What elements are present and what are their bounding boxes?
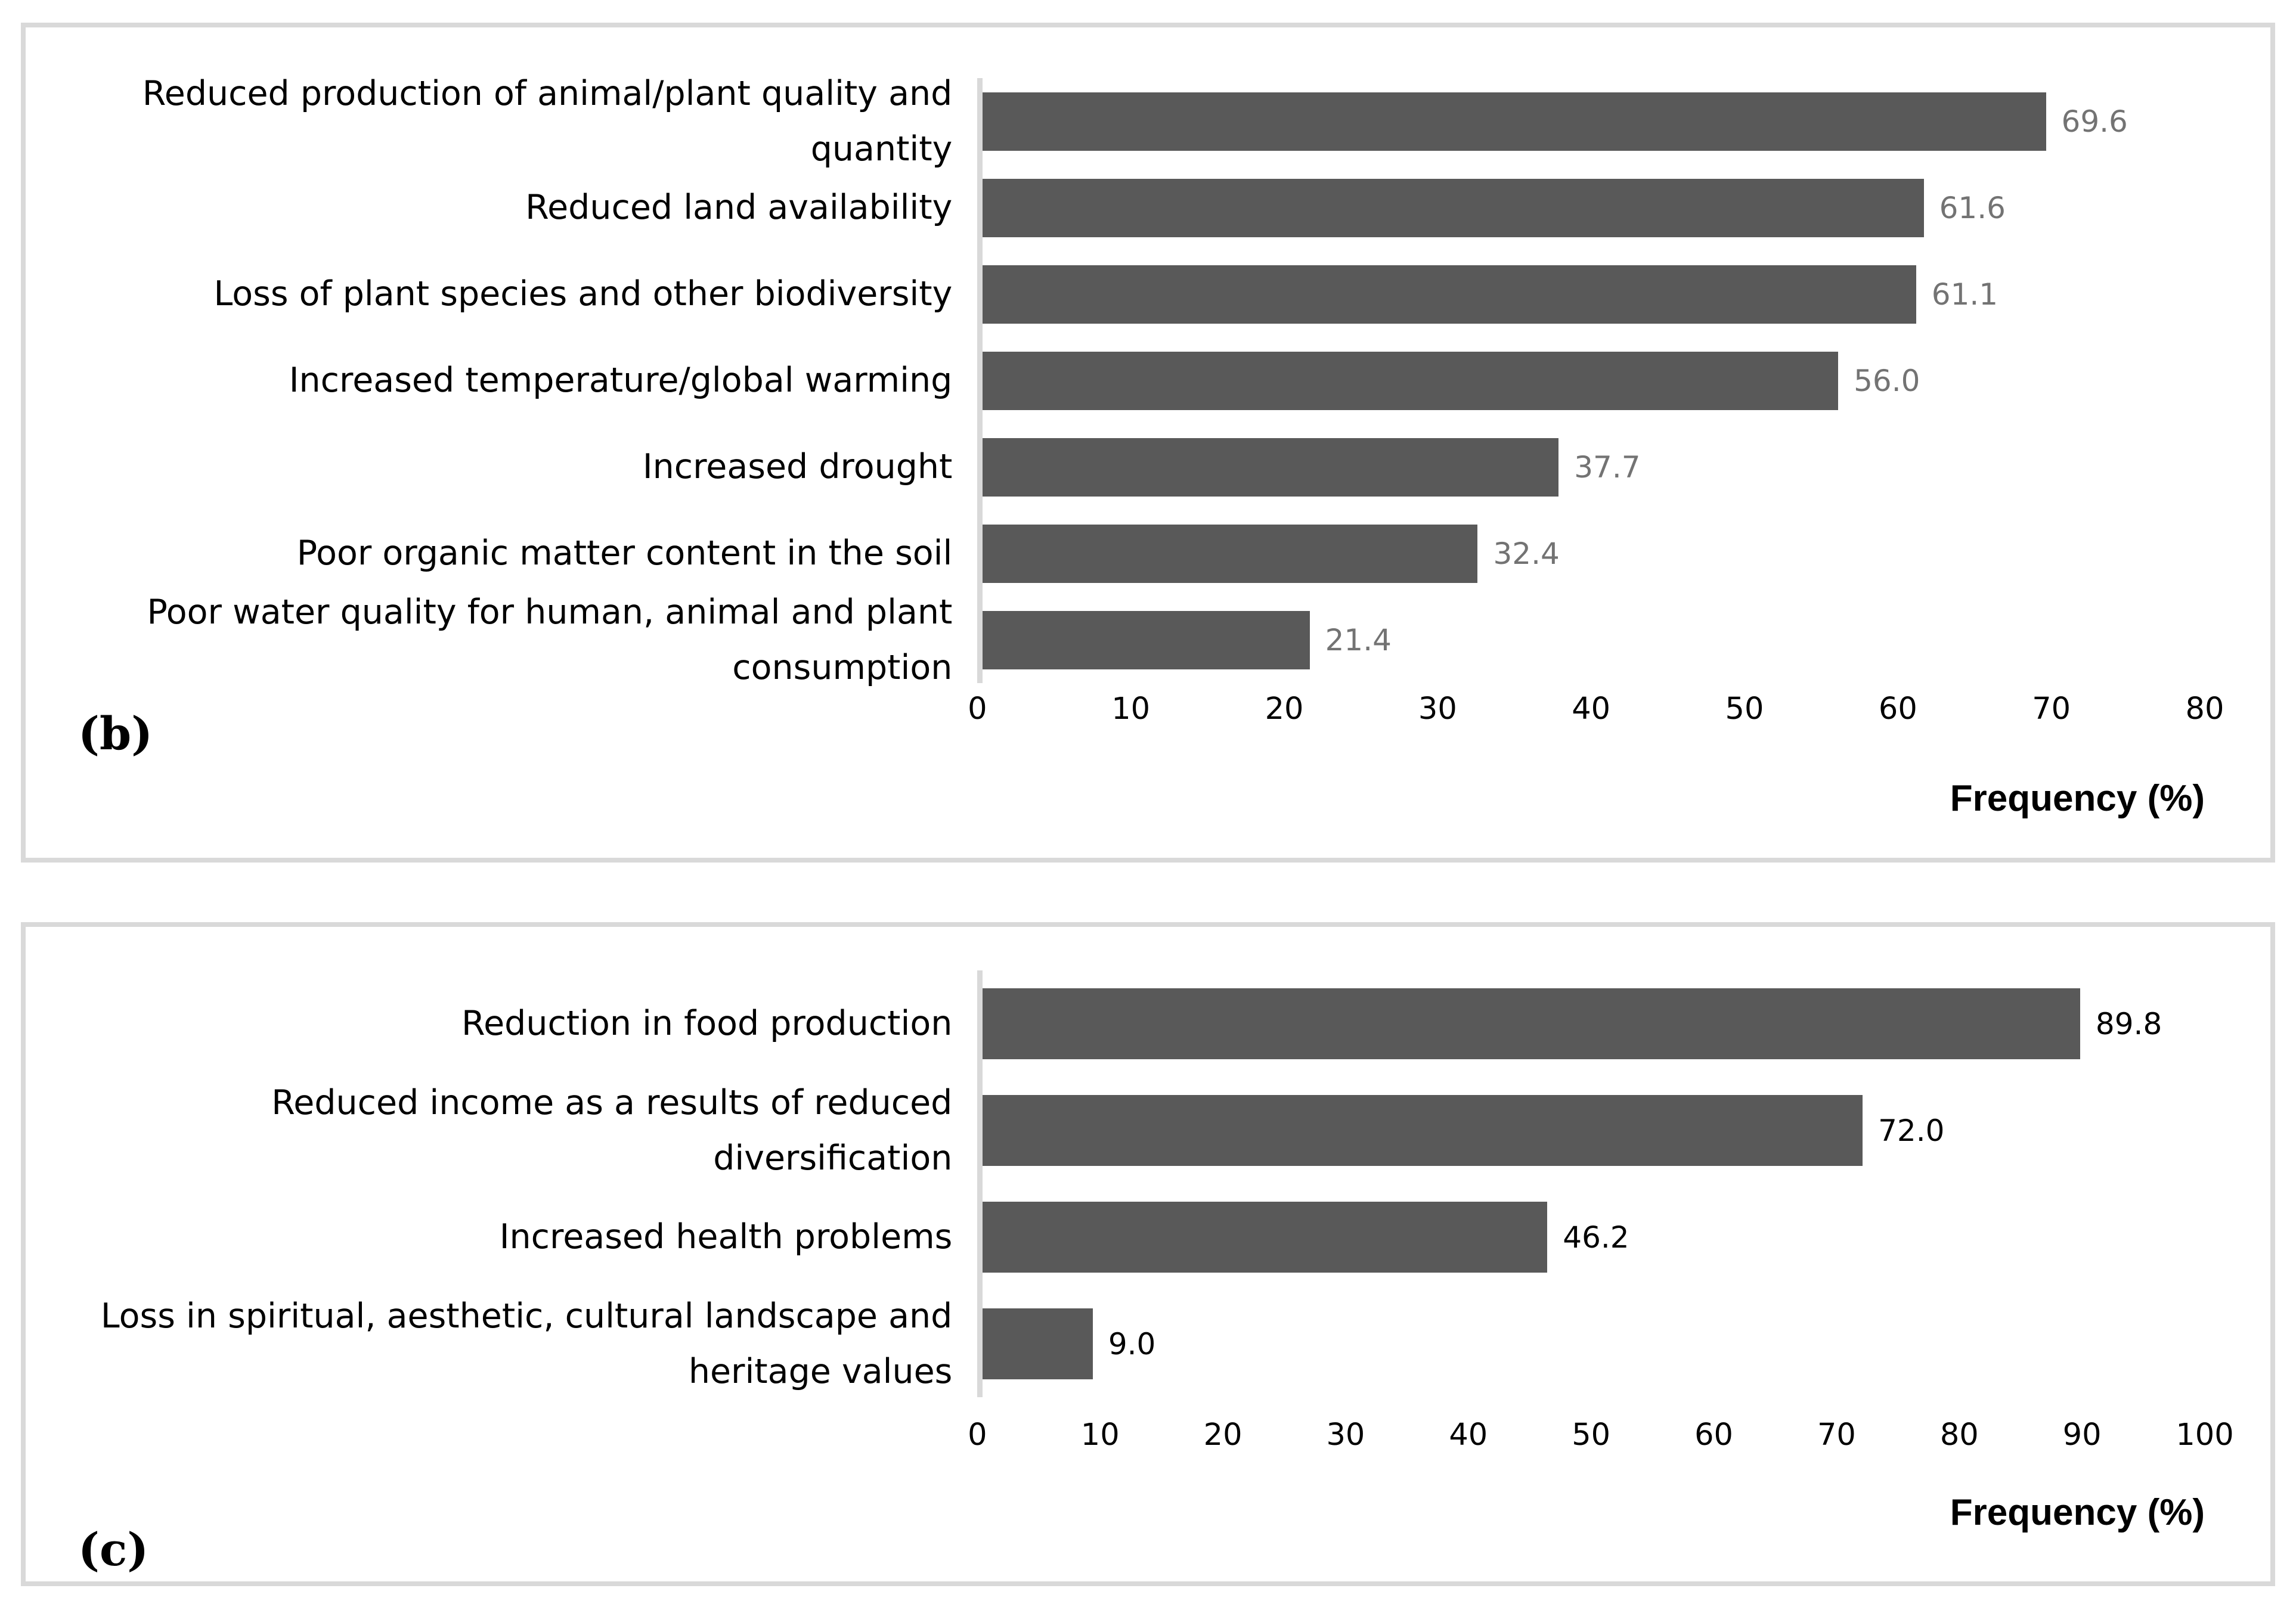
category-label: Increased drought [642,447,953,487]
bar-track: 56.0 [977,337,2205,424]
x-tick-label: 70 [1817,1417,1856,1453]
x-tick-label: 10 [1080,1417,1120,1453]
category-label: Poor organic matter content in the soil [296,533,953,573]
x-axis-title: Frequency (%) [1950,778,2205,819]
x-tick-label: 40 [1572,691,1611,727]
value-label: 9.0 [1108,1326,1156,1361]
bar [983,1202,1548,1273]
x-tick-label: 30 [1418,691,1457,727]
value-label: 32.4 [1493,536,1560,571]
x-axis-ticks-c: 0 10 20 30 40 50 60 70 80 90 100 [968,1417,2234,1457]
value-label: 61.6 [1939,190,2006,225]
footer-c: Frequency (%) [26,1491,2270,1534]
panel-label-c: (c) [78,1523,149,1576]
value-label: 69.6 [2061,104,2128,139]
x-tick-label: 100 [2176,1417,2234,1453]
bar-track: 21.4 [977,597,2205,683]
category-label: Loss of plant species and other biodiver… [213,274,953,314]
bar-track: 89.8 [977,970,2205,1077]
x-tick-label: 20 [1203,1417,1242,1453]
bar-row: Poor organic matter content in the soil 3… [26,510,2270,597]
bar [983,1095,1863,1166]
bar-track: 69.6 [977,78,2205,165]
bar [983,178,1924,237]
value-label: 46.2 [1563,1220,1629,1255]
x-tick-label: 60 [1878,691,1917,727]
bars-area-b: Reduced production of animal/plant quali… [26,74,2270,687]
bar-row: Loss in spiritual, aesthetic, cultural l… [26,1291,2270,1397]
bar-row: Reduction in food production 89.8 [26,970,2270,1077]
bars-area-c: Reduction in food production 89.8 Reduced … [26,970,2270,1397]
value-label: 21.4 [1325,622,1392,657]
x-tick-label: 60 [1694,1417,1733,1453]
bar-track: 61.1 [977,251,2205,337]
bar-row: Reduced land availability 61.6 [26,165,2270,251]
x-axis-ticks-b: 0 10 20 30 40 50 60 70 80 [968,691,2224,731]
bar-row: Reduced income as a results of reduced d… [26,1077,2270,1184]
bar-row: Increased drought 37.7 [26,424,2270,510]
x-axis-ticks-row-c: 0 10 20 30 40 50 60 70 80 90 100 [26,1417,2270,1457]
category-label: Increased health problems [499,1217,953,1257]
x-tick-label: 80 [2185,691,2224,727]
bar [983,524,1478,583]
bar-track: 46.2 [977,1184,2205,1291]
bar-row: Loss of plant species and other biodiver… [26,251,2270,337]
x-tick-label: 40 [1449,1417,1488,1453]
category-label: Reduction in food production [461,1004,953,1044]
bar-track: 72.0 [977,1077,2205,1184]
category-label: Reduced income as a results of reduced d… [271,1083,953,1178]
panel-b: Reduced production of animal/plant quali… [21,23,2275,863]
category-label: Reduced land availability [525,188,953,228]
bar-track: 9.0 [977,1291,2205,1397]
category-label: Loss in spiritual, aesthetic, cultural l… [100,1296,953,1391]
bar [983,438,1559,497]
bar [983,92,2046,151]
bar [983,1308,1093,1379]
bar [983,265,1916,324]
bar-row: Increased health problems 46.2 [26,1184,2270,1291]
value-label: 72.0 [1878,1113,1945,1148]
x-tick-label: 0 [968,691,987,727]
bar [983,351,1839,410]
x-tick-label: 50 [1572,1417,1611,1453]
panel-label-b: (b) [78,707,153,760]
bar [983,610,1310,669]
bar-row: Poor water quality for human, animal and… [26,592,2270,687]
x-tick-label: 30 [1326,1417,1365,1453]
x-tick-label: 20 [1265,691,1304,727]
x-tick-label: 70 [2032,691,2071,727]
x-tick-label: 50 [1725,691,1764,727]
value-label: 89.8 [2095,1006,2162,1041]
value-label: 56.0 [1854,363,1920,398]
bar-track: 37.7 [977,424,2205,510]
ticks-spacer [26,1417,977,1457]
category-label: Reduced production of animal/plant quali… [142,74,953,169]
x-tick-label: 0 [968,1417,987,1453]
footer-b: Frequency (%) [26,777,2270,820]
ticks-spacer [26,691,977,731]
bar-row: Increased temperature/global warming 56.0 [26,337,2270,424]
x-tick-label: 80 [1939,1417,1979,1453]
panel-c: Reduction in food production 89.8 Reduced … [21,922,2275,1586]
x-tick-label: 10 [1111,691,1151,727]
bar [983,988,2080,1059]
x-tick-label: 90 [2062,1417,2102,1453]
bar-track: 32.4 [977,510,2205,597]
x-axis-title: Frequency (%) [1950,1492,2205,1533]
value-label: 37.7 [1574,449,1641,485]
bar-row: Reduced production of animal/plant quali… [26,74,2270,168]
x-axis-ticks-row-b: 0 10 20 30 40 50 60 70 80 [26,691,2270,731]
category-label: Increased temperature/global warming [289,361,953,401]
value-label: 61.1 [1931,277,1998,312]
category-label: Poor water quality for human, animal and… [147,592,953,687]
bar-track: 61.6 [977,165,2205,251]
